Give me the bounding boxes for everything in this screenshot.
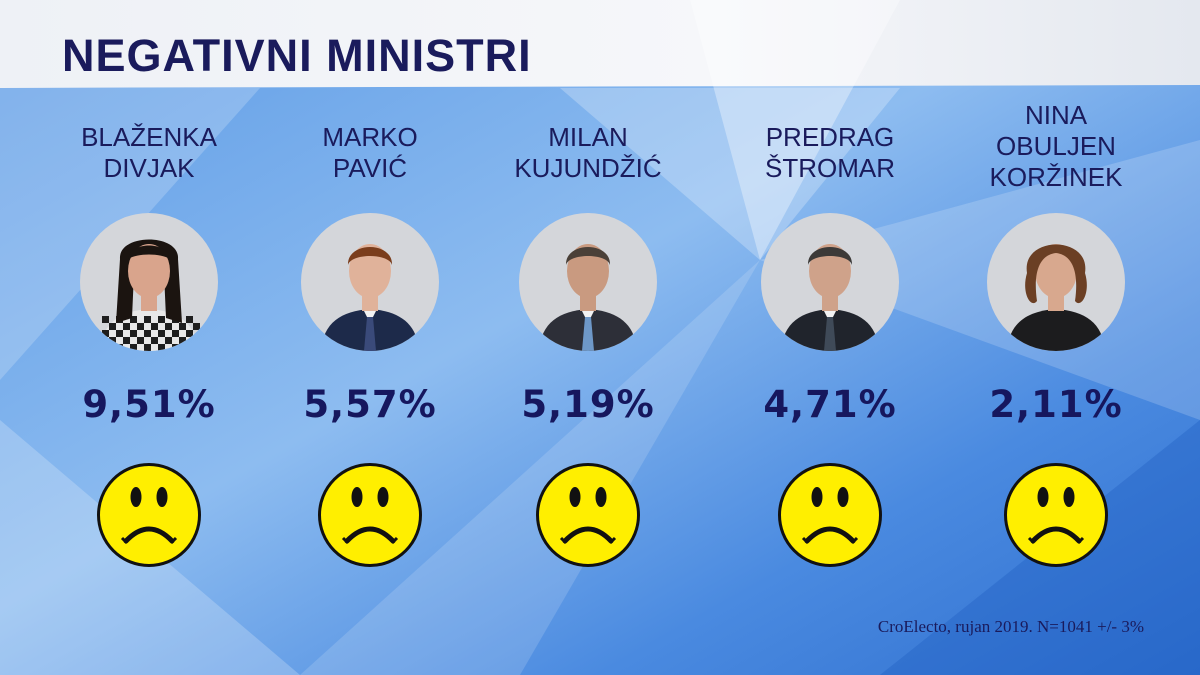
percentage-value: 5,19%: [521, 383, 655, 426]
percentage-value: 2,11%: [989, 383, 1123, 426]
minister-photo: [519, 213, 657, 351]
sad-face-icon: [778, 463, 882, 567]
sad-face-icon: [318, 463, 422, 567]
sad-face-icon: [1004, 463, 1108, 567]
minister-name: MARKO PAVIĆ: [322, 122, 418, 183]
minister-column: MARKO PAVIĆ 5,57%: [260, 100, 480, 580]
percentage-value: 5,57%: [303, 383, 437, 426]
page-title: NEGATIVNI MINISTRI: [62, 30, 532, 81]
minister-name: NINA OBULJEN KORŽINEK: [989, 100, 1123, 192]
minister-column: NINA OBULJEN KORŽINEK 2,11%: [946, 100, 1166, 580]
percentage-value: 4,71%: [763, 383, 897, 426]
sad-face-icon: [97, 463, 201, 567]
sad-face-icon: [536, 463, 640, 567]
minister-name: PREDRAG ŠTROMAR: [765, 122, 895, 183]
minister-column: BLAŽENKA DIVJAK 9,51%: [39, 100, 259, 580]
minister-column: PREDRAG ŠTROMAR 4,71%: [720, 100, 940, 580]
minister-photo: [301, 213, 439, 351]
minister-name: MILAN KUJUNDŽIĆ: [514, 122, 662, 183]
minister-photo: [80, 213, 218, 351]
source-note: CroElecto, rujan 2019. N=1041 +/- 3%: [877, 617, 1144, 636]
minister-name: BLAŽENKA DIVJAK: [81, 122, 217, 183]
minister-photo: [987, 213, 1125, 351]
minister-photo: [761, 213, 899, 351]
minister-column: MILAN KUJUNDŽIĆ 5,19%: [478, 100, 698, 580]
percentage-value: 9,51%: [82, 383, 216, 426]
